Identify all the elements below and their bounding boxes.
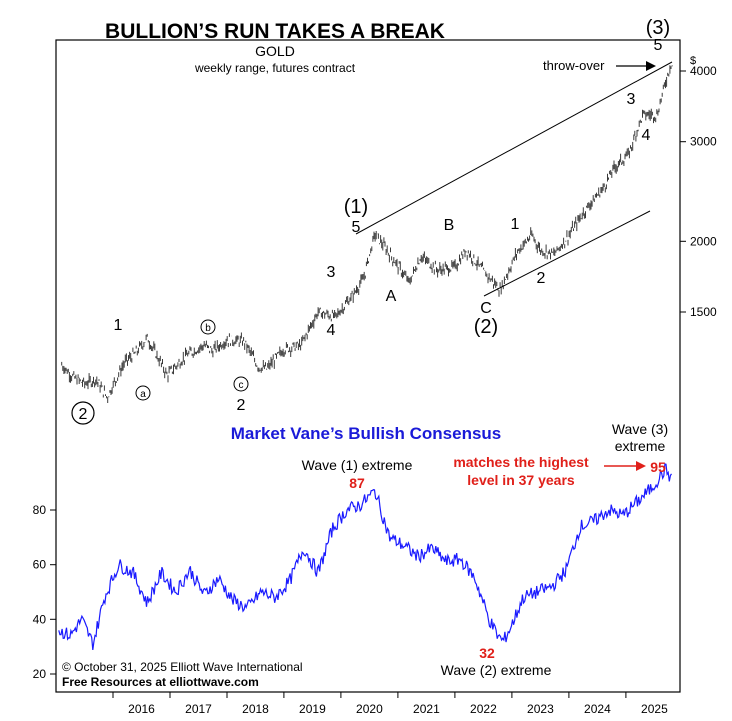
- throw-over-label: throw-over: [543, 58, 605, 73]
- wave-label-3-b: 3: [627, 91, 636, 108]
- plot-frame: [55, 39, 681, 693]
- x-tick-label-2021: 2021: [413, 702, 440, 716]
- currency-symbol: $: [690, 55, 696, 67]
- wave-label-2-paren: (2): [474, 316, 498, 338]
- wave3-extreme-value: 95: [650, 459, 666, 475]
- sentiment-series-line: [58, 463, 672, 650]
- wave-label-2-circle: 2: [79, 406, 88, 423]
- chart-description: weekly range, futures contract: [194, 61, 356, 75]
- gold-series-layer: [61, 65, 673, 403]
- channel-upper-line: [355, 61, 673, 235]
- x-tick-label-2017: 2017: [185, 702, 212, 716]
- gold-y-tick-label-3000: 3000: [690, 135, 717, 149]
- wave-c-circle-ring: [233, 376, 249, 392]
- resources-text: Free Resources at elliottwave.com: [62, 675, 259, 689]
- sentiment-series-layer: [58, 463, 672, 650]
- copyright-text: © October 31, 2025 Elliott Wave Internat…: [62, 660, 303, 674]
- wave-label-2: 2: [237, 397, 246, 414]
- chart-title: BULLION’S RUN TAKES A BREAK: [105, 20, 445, 43]
- wave-label-C: C: [480, 300, 492, 317]
- wave-label-2-b: 2: [537, 270, 546, 287]
- throw-over-arrowhead: [646, 61, 656, 71]
- highest-note-line2: level in 37 years: [467, 472, 575, 488]
- wave3-extreme-line2: extreme: [615, 438, 666, 454]
- sentiment-y-tick-label-80: 80: [33, 503, 47, 517]
- sentiment-y-tick-label-60: 60: [33, 558, 47, 572]
- x-tick-label-2019: 2019: [299, 702, 326, 716]
- sentiment-y-tick-label-40: 40: [33, 612, 47, 626]
- wave-label-4-b: 4: [642, 127, 651, 144]
- wave2-extreme-value: 32: [479, 645, 495, 661]
- wave-label-5: 5: [352, 219, 361, 236]
- wave-label-3-paren: (3): [646, 17, 670, 39]
- x-tick-label-2024: 2024: [584, 702, 611, 716]
- highest-note-line1: matches the highest: [453, 454, 589, 470]
- wave1-extreme-value: 87: [349, 475, 365, 491]
- x-tick-label-2025: 2025: [641, 702, 668, 716]
- x-tick-label-2023: 2023: [527, 702, 554, 716]
- sentiment-title: Market Vane’s Bullish Consensus: [231, 424, 502, 443]
- gold-y-tick-label-4000: 4000: [690, 64, 717, 78]
- wave-label-1: 1: [114, 317, 123, 334]
- gold-y-tick-label-2000: 2000: [690, 234, 717, 248]
- sentiment-y-tick-label-20: 20: [33, 667, 47, 681]
- wave-label-A: A: [386, 288, 397, 305]
- wave-label-b-circle: b: [205, 323, 211, 334]
- x-tick-label-2016: 2016: [128, 702, 155, 716]
- wave-label-5-b: 5: [654, 37, 663, 54]
- wave-label-1-b: 1: [511, 216, 520, 233]
- wave-2-circle-ring: [71, 401, 95, 425]
- channel-lower-line: [483, 210, 651, 297]
- highest-note-arrowhead: [636, 461, 646, 471]
- x-tick-label-2018: 2018: [242, 702, 269, 716]
- wave-label-3: 3: [327, 264, 336, 281]
- wave-b-circle-ring: [200, 319, 216, 335]
- wave-a-circle-ring: [135, 385, 151, 401]
- chart-subtitle: GOLD: [255, 43, 295, 59]
- wave-label-1-paren: (1): [344, 196, 368, 218]
- x-tick-label-2022: 2022: [470, 702, 497, 716]
- wave-label-B: B: [444, 217, 455, 234]
- wave-label-c-circle: c: [239, 380, 244, 391]
- wave3-extreme-line1: Wave (3): [612, 421, 668, 437]
- wave2-extreme-label: Wave (2) extreme: [441, 662, 552, 678]
- gold-y-tick-label-1500: 1500: [690, 305, 717, 319]
- x-tick-label-2020: 2020: [356, 702, 383, 716]
- wave-label-a-circle: a: [140, 389, 146, 400]
- wave1-extreme-label: Wave (1) extreme: [302, 457, 413, 473]
- axis-layer: 1500 2000 3000 4000 20 40 60 80 2016 2017 2018 2019…: [33, 64, 717, 716]
- wave-label-4: 4: [327, 322, 336, 339]
